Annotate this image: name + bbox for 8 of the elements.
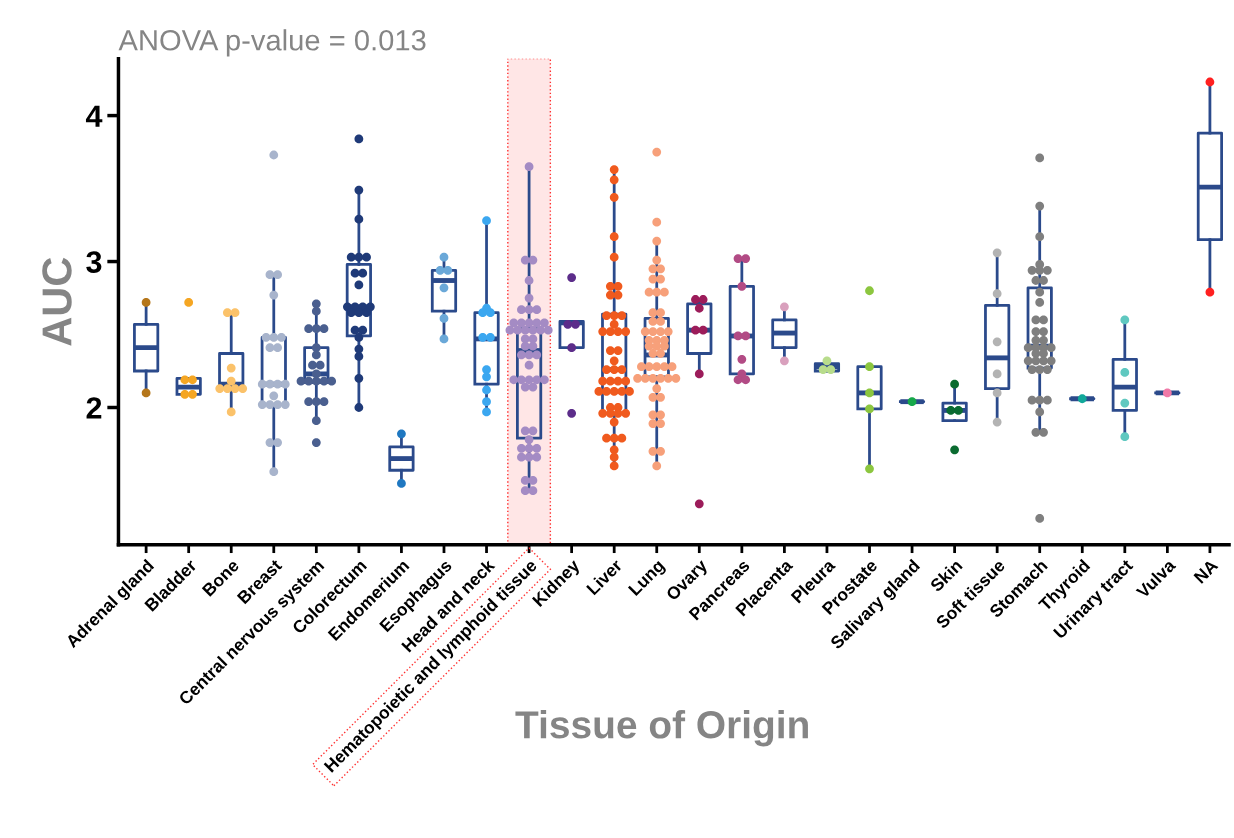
y-axis-title: AUC	[42, 257, 72, 346]
x-tick-label: NA	[1193, 558, 1219, 584]
y-tick-label: 3	[86, 251, 102, 273]
y-tick-label: 4	[85, 105, 103, 127]
chart-title: ANOVA p-value = 0.013	[118, 29, 426, 57]
x-axis-title: Tissue of Origin	[515, 709, 808, 747]
x-tick-label: Skin	[929, 558, 963, 593]
y-tick-label: 2	[86, 397, 102, 419]
